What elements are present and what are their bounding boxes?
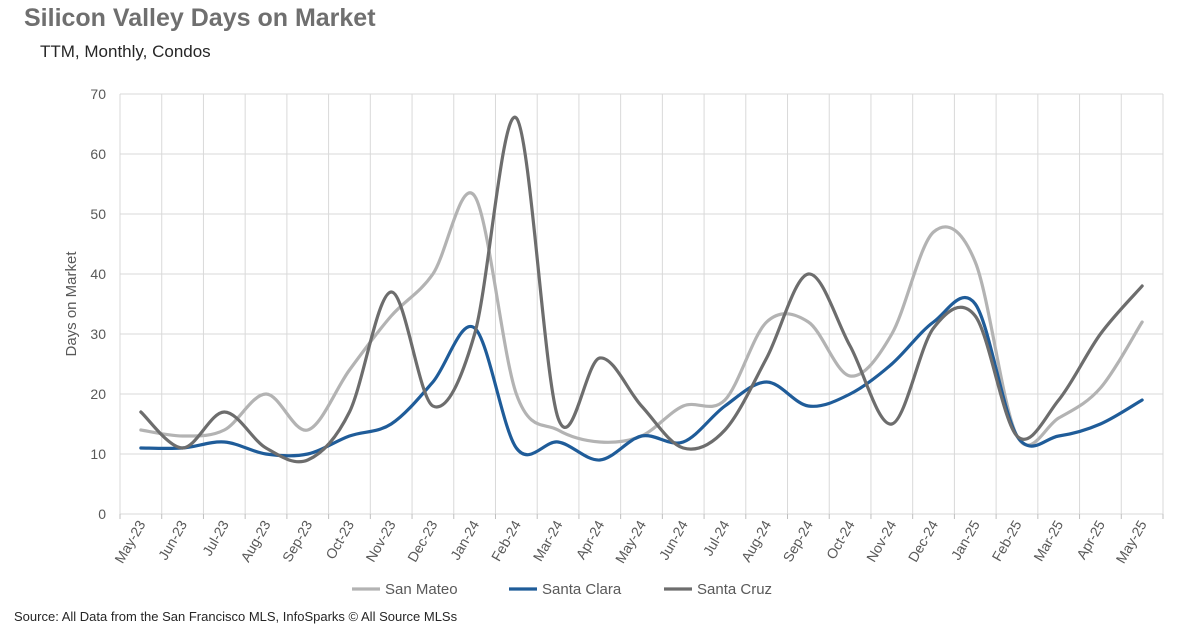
x-tick-label: May-25 <box>1113 517 1150 566</box>
chart-subtitle: TTM, Monthly, Condos <box>40 42 211 61</box>
x-tick-label: Jun-23 <box>155 517 190 562</box>
x-tick-label: Dec-24 <box>905 517 942 564</box>
series-line-santa-clara <box>139 295 1144 462</box>
y-tick-label: 60 <box>90 146 106 162</box>
x-tick-label: Feb-25 <box>989 517 1025 564</box>
x-tick-label: Jul-24 <box>700 517 733 558</box>
x-tick-label: Dec-23 <box>404 517 441 564</box>
x-tick-label: Apr-25 <box>1073 517 1108 562</box>
x-tick-label: Mar-25 <box>1030 517 1066 564</box>
y-tick-label: 20 <box>90 386 106 402</box>
grid <box>119 93 1164 519</box>
y-axis-ticks: 0 10 20 30 40 50 60 70 <box>90 86 106 522</box>
series-line-santa-cruz <box>139 116 1144 464</box>
x-tick-label: Oct-23 <box>322 517 357 562</box>
x-axis-ticks: May-23 Jun-23 Jul-23 Aug-23 Sep-23 Oct-23 Nov-… <box>111 517 1150 566</box>
y-tick-label: 40 <box>90 266 106 282</box>
legend: San Mateo Santa Clara Santa Cruz <box>352 581 772 598</box>
x-tick-label: May-23 <box>111 517 148 566</box>
legend-label-santa-cruz: Santa Cruz <box>697 581 772 598</box>
x-tick-label: Jun-24 <box>656 517 691 562</box>
x-tick-label: Jan-25 <box>948 517 983 562</box>
y-tick-label: 30 <box>90 326 106 342</box>
legend-label-santa-clara: Santa Clara <box>542 581 622 598</box>
x-tick-label: Oct-24 <box>823 517 858 562</box>
x-tick-label: Aug-24 <box>738 517 775 564</box>
x-tick-label: Apr-24 <box>573 517 608 562</box>
series-lines <box>139 116 1144 464</box>
x-tick-label: Aug-23 <box>237 517 274 564</box>
x-tick-label: May-24 <box>612 517 649 566</box>
x-tick-label: Sep-24 <box>780 517 817 564</box>
y-tick-label: 50 <box>90 206 106 222</box>
x-tick-label: Feb-24 <box>488 517 524 564</box>
x-tick-label: Jan-24 <box>447 517 482 562</box>
legend-label-san-mateo: San Mateo <box>385 581 458 598</box>
x-tick-label: Mar-24 <box>530 517 566 564</box>
y-tick-label: 0 <box>98 506 106 522</box>
x-tick-label: Jul-23 <box>199 517 232 558</box>
y-tick-label: 70 <box>90 86 106 102</box>
x-tick-label: Nov-23 <box>362 517 399 564</box>
chart-title: Silicon Valley Days on Market <box>24 4 376 32</box>
y-tick-label: 10 <box>90 446 106 462</box>
x-tick-label: Nov-24 <box>863 517 900 564</box>
x-tick-label: Sep-23 <box>279 517 316 564</box>
y-axis-title: Days on Market <box>63 251 80 357</box>
source-note: Source: All Data from the San Francisco … <box>14 609 458 624</box>
